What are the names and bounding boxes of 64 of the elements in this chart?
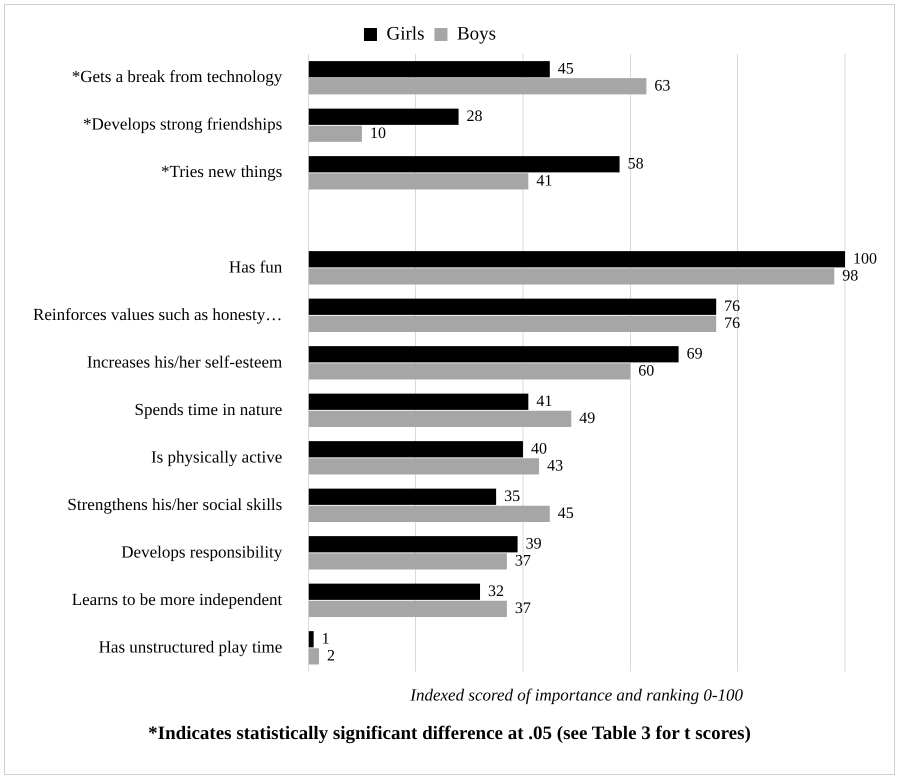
bar <box>308 410 572 427</box>
data-label: 35 <box>504 488 520 505</box>
bar <box>308 268 834 284</box>
bar <box>308 506 550 522</box>
bar <box>308 126 362 142</box>
bar <box>308 363 630 380</box>
bar <box>308 173 528 190</box>
data-label: 58 <box>628 155 644 172</box>
bar <box>308 298 716 315</box>
y-tick-label: Reinforces values such as honesty… <box>32 304 282 324</box>
data-label: 28 <box>466 108 483 125</box>
bar <box>308 346 679 362</box>
y-tick-label: Learns to be more independent <box>72 590 283 609</box>
bar <box>308 458 540 474</box>
bar <box>308 536 518 552</box>
data-label: 60 <box>638 362 654 380</box>
data-label: 32 <box>488 582 504 600</box>
y-tick-label: Increases his/her self-esteem <box>86 352 282 372</box>
data-label: 76 <box>724 298 740 315</box>
y-tick-label: *Tries new things <box>161 162 282 182</box>
data-label: 37 <box>514 600 531 618</box>
data-label: 45 <box>558 60 574 78</box>
text: *Indicates statistically significant difference at .05 (see Table 3 for t scores) <box>147 723 752 745</box>
y-tick-label: Has unstructured play time <box>98 637 282 656</box>
data-label: 98 <box>842 268 858 285</box>
y-tick-label: *Develops strong friendships <box>83 114 282 134</box>
y-tick-label: Develops responsibility <box>121 542 283 562</box>
y-tick-label: Is physically active <box>151 447 282 466</box>
bar <box>308 108 459 125</box>
data-label: 76 <box>724 315 740 332</box>
bar <box>308 553 507 570</box>
y-tick-label: Strengthens his/her social skills <box>67 494 282 514</box>
legend-label: Girls <box>386 23 424 44</box>
data-label: 1 <box>322 630 330 648</box>
data-label: 45 <box>558 505 574 522</box>
y-tick-label: Has fun <box>228 257 283 276</box>
data-label: 63 <box>654 78 670 95</box>
y-tick-label: *Gets a break from technology <box>72 67 283 86</box>
legend-label: Boys <box>456 23 496 44</box>
bar <box>308 78 646 94</box>
bar <box>308 600 507 618</box>
data-label: 100 <box>853 250 877 268</box>
bar <box>308 441 523 458</box>
bar <box>308 584 480 600</box>
data-label: 37 <box>514 552 531 570</box>
data-label: 49 <box>579 410 596 428</box>
bar <box>308 394 528 410</box>
bar <box>308 251 845 268</box>
bar <box>308 648 320 665</box>
y-tick-label: Spends time in nature <box>134 400 282 419</box>
data-label: 41 <box>536 392 552 410</box>
data-label: 43 <box>547 458 564 475</box>
bar <box>308 156 620 172</box>
data-label: 10 <box>370 125 386 142</box>
bar <box>308 631 314 648</box>
x-axis-title: Indexed scored of importance and ranking 0-100 <box>409 685 744 704</box>
data-label: 40 <box>530 440 547 458</box>
data-label: 39 <box>526 535 542 552</box>
bar <box>308 61 550 78</box>
data-label: 2 <box>327 648 336 665</box>
data-label: 41 <box>536 172 552 190</box>
data-label: 69 <box>686 345 703 362</box>
bar <box>308 488 496 505</box>
bar <box>308 316 716 332</box>
